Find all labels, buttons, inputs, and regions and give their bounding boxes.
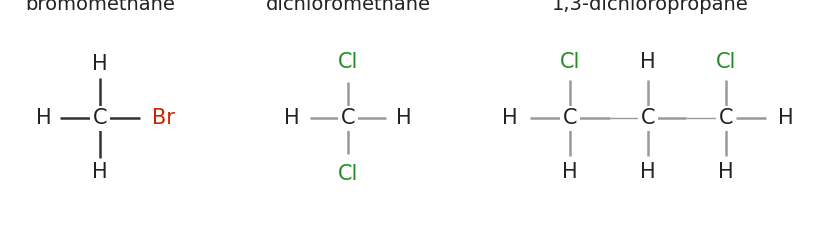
Text: C: C xyxy=(341,108,355,128)
Text: 1,3-dichloropropane: 1,3-dichloropropane xyxy=(551,0,748,14)
Text: H: H xyxy=(284,108,300,128)
Text: dichloromethane: dichloromethane xyxy=(266,0,431,14)
Text: H: H xyxy=(641,162,656,182)
Text: C: C xyxy=(641,108,656,128)
Text: H: H xyxy=(502,108,518,128)
Text: H: H xyxy=(36,108,52,128)
Text: C: C xyxy=(719,108,733,128)
Text: Cl: Cl xyxy=(338,52,358,72)
Text: Br: Br xyxy=(152,108,174,128)
Text: H: H xyxy=(778,108,794,128)
Text: bromomethane: bromomethane xyxy=(25,0,175,14)
Text: H: H xyxy=(92,54,107,74)
Text: H: H xyxy=(641,52,656,72)
Text: H: H xyxy=(92,162,107,182)
Text: Cl: Cl xyxy=(716,52,736,72)
Text: C: C xyxy=(92,108,107,128)
Text: H: H xyxy=(562,162,578,182)
Text: C: C xyxy=(563,108,577,128)
Text: Cl: Cl xyxy=(560,52,581,72)
Text: H: H xyxy=(718,162,734,182)
Text: Cl: Cl xyxy=(338,164,358,184)
Text: H: H xyxy=(397,108,412,128)
